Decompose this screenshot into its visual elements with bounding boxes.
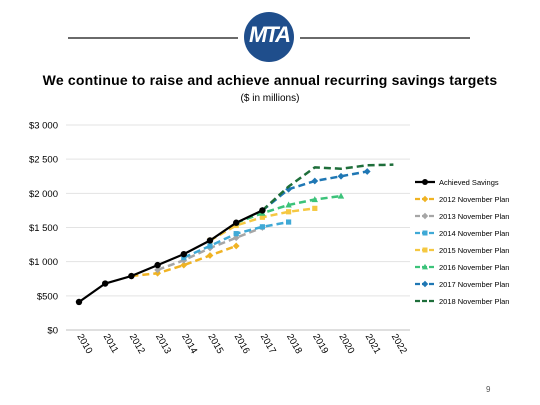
data-point: [232, 242, 240, 250]
header-rule-left: [68, 37, 238, 39]
x-tick-label: 2010: [74, 332, 94, 356]
data-point: [363, 168, 371, 175]
y-tick-label: $2 000: [29, 189, 58, 200]
data-point: [180, 261, 188, 269]
data-point: [102, 280, 109, 287]
data-point: [75, 298, 83, 306]
x-tick-label: 2011: [101, 332, 121, 355]
data-point: [311, 196, 318, 203]
data-point: [181, 254, 187, 261]
legend-label-2013-november-plan: 2013 November Plan: [439, 212, 509, 221]
series-line-2017-november-plan: [261, 170, 368, 212]
data-point: [285, 201, 292, 208]
data-point: [259, 207, 266, 214]
legend-label-2017-november-plan: 2017 November Plan: [439, 280, 509, 289]
x-tick-label: 2019: [310, 332, 330, 356]
legend-label-2018-november-plan: 2018 November Plan: [439, 297, 509, 306]
data-point: [337, 192, 345, 199]
x-tick-label: 2021: [363, 332, 383, 356]
y-tick-label: $1 000: [29, 257, 58, 268]
x-tick-label: 2012: [127, 332, 147, 356]
x-tick-label: 2017: [258, 332, 278, 356]
x-tick-label: 2020: [336, 332, 356, 356]
page-number: 9: [486, 385, 491, 394]
y-tick-label: $3 000: [29, 121, 58, 132]
data-point: [286, 219, 292, 225]
mta-logo: MTA: [244, 12, 294, 62]
x-tick-label: 2022: [389, 332, 409, 356]
series-line-2018-november-plan: [261, 163, 394, 212]
legend-marker: [421, 212, 429, 220]
data-point: [337, 172, 345, 180]
x-tick-label: 2014: [179, 332, 199, 356]
data-point: [154, 261, 161, 269]
y-tick-label: $2 500: [29, 155, 58, 166]
data-point: [207, 243, 213, 249]
data-point: [180, 250, 187, 258]
legend-label-2015-november-plan: 2015 November Plan: [439, 246, 509, 255]
legend-marker: [421, 280, 429, 288]
data-point: [128, 272, 135, 280]
legend-marker: [422, 230, 428, 236]
data-point: [259, 224, 265, 230]
legend-marker: [422, 179, 428, 185]
x-tick-label: 2013: [153, 332, 173, 356]
legend-label-2016-november-plan: 2016 November Plan: [439, 263, 509, 272]
slide-title: We continue to raise and achieve annual …: [42, 72, 498, 88]
legend-marker: [422, 263, 428, 270]
legend-label-2014-november-plan: 2014 November Plan: [439, 229, 509, 238]
slide-subtitle: ($ in millions): [240, 93, 300, 104]
series-line-2012-november-plan: [131, 244, 237, 278]
y-tick-label: $1 500: [29, 223, 58, 234]
x-tick-label: 2018: [284, 332, 304, 356]
y-tick-label: $0: [47, 326, 58, 337]
data-point: [233, 231, 239, 237]
y-tick-label: $500: [37, 291, 58, 302]
data-point: [233, 219, 240, 226]
series-line-achieved-savings: [78, 209, 263, 303]
legend-marker: [422, 247, 428, 253]
legend-label-2012-november-plan: 2012 November Plan: [439, 195, 509, 204]
logo-text: MTA: [248, 22, 291, 47]
data-point: [206, 252, 214, 259]
legend-marker: [421, 195, 429, 203]
x-tick-label: 2015: [205, 332, 225, 356]
data-point: [154, 266, 161, 274]
data-point: [154, 269, 161, 277]
x-tick-label: 2016: [232, 332, 252, 356]
data-point: [259, 214, 265, 220]
data-point: [311, 177, 319, 185]
header-rule-right: [300, 37, 470, 39]
legend-label-achieved-savings: Achieved Savings: [439, 178, 499, 187]
data-point: [206, 237, 214, 244]
data-point: [286, 209, 292, 215]
data-point: [312, 205, 318, 211]
